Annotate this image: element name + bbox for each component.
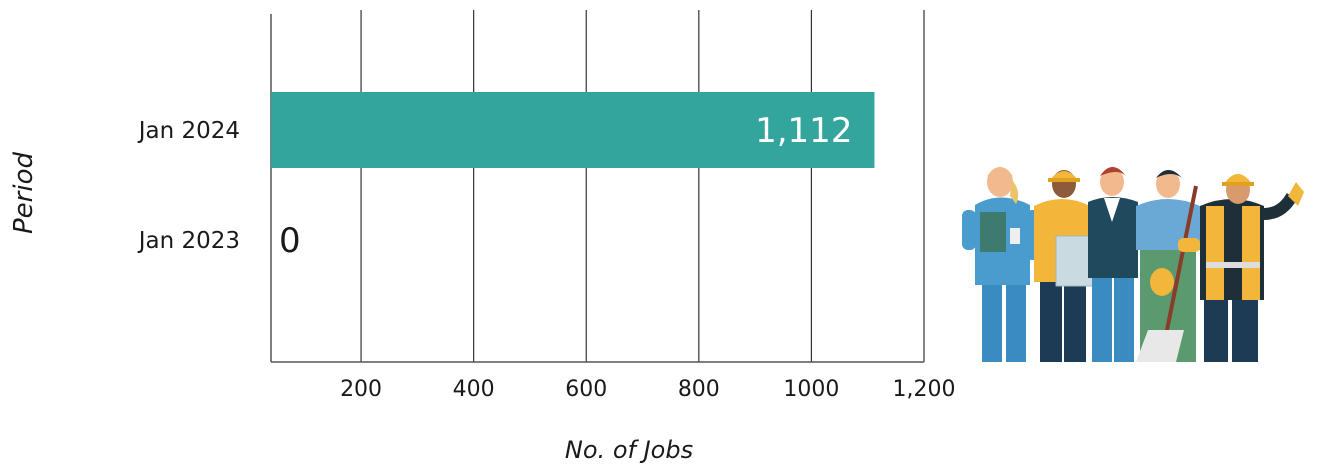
x-axis-label: No. of Jobs <box>564 436 694 464</box>
x-tick-label-2: 600 <box>565 377 607 402</box>
category-labels: Jan 2024 Jan 2023 <box>137 118 240 254</box>
grid-lines <box>360 10 925 362</box>
x-tick-labels: 200 400 600 800 1000 1,200 <box>340 377 955 402</box>
construction-worker-figure <box>1178 174 1304 362</box>
workers-group-illustration <box>962 167 1304 362</box>
engineer-figure <box>1034 170 1111 362</box>
bars <box>271 92 875 168</box>
bar-0 <box>271 92 875 168</box>
axes <box>270 14 924 363</box>
x-tick-label-4: 1000 <box>783 377 839 402</box>
janitor-figure <box>1136 170 1200 362</box>
x-tick-label-1: 400 <box>453 377 495 402</box>
bar-value-label-0: 1,112 <box>755 111 852 151</box>
x-tick-label-5: 1,200 <box>893 377 956 402</box>
bar-value-labels: 1,112 0 <box>279 111 852 261</box>
x-tick-label-0: 200 <box>340 377 382 402</box>
category-label-0: Jan 2024 <box>137 118 240 144</box>
nurse-figure <box>962 167 1040 362</box>
x-tick-label-3: 800 <box>678 377 720 402</box>
category-label-1: Jan 2023 <box>137 228 240 254</box>
bar-value-label-1: 0 <box>279 221 301 261</box>
office-worker-figure <box>1088 167 1138 362</box>
y-axis-label: Period <box>9 152 39 234</box>
